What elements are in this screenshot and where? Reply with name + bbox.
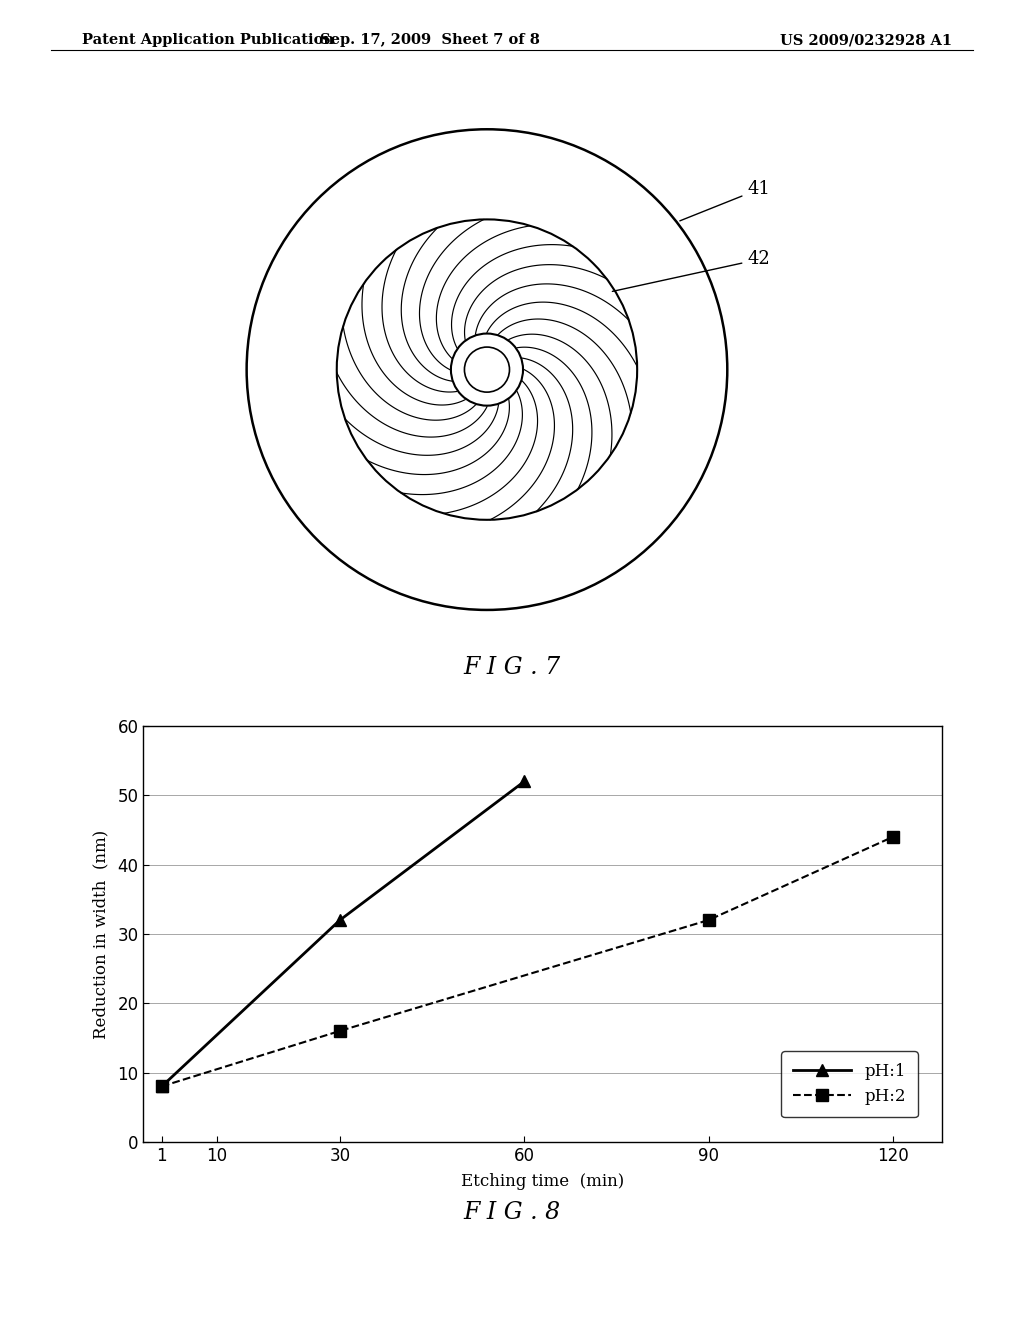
pH:2 (702, 912, 715, 928)
Text: 42: 42 (612, 251, 770, 292)
Legend: pH:1, pH:2: pH:1, pH:2 (781, 1051, 918, 1117)
pH:2 (156, 1078, 168, 1094)
Circle shape (465, 347, 510, 392)
Text: F I G . 7: F I G . 7 (464, 656, 560, 678)
pH:1 (518, 774, 530, 789)
Text: 41: 41 (680, 181, 770, 220)
Text: US 2009/0232928 A1: US 2009/0232928 A1 (780, 33, 952, 48)
Y-axis label: Reduction in width  (nm): Reduction in width (nm) (92, 829, 109, 1039)
pH:2 (334, 1023, 346, 1039)
Text: Patent Application Publication: Patent Application Publication (82, 33, 334, 48)
pH:2 (887, 829, 899, 845)
Circle shape (451, 334, 523, 405)
Text: Sep. 17, 2009  Sheet 7 of 8: Sep. 17, 2009 Sheet 7 of 8 (321, 33, 540, 48)
X-axis label: Etching time  (min): Etching time (min) (461, 1173, 625, 1191)
Line: pH:1: pH:1 (156, 775, 530, 1093)
pH:1 (156, 1078, 168, 1094)
Text: F I G . 8: F I G . 8 (464, 1201, 560, 1224)
Line: pH:2: pH:2 (157, 832, 898, 1092)
pH:1 (334, 912, 346, 928)
